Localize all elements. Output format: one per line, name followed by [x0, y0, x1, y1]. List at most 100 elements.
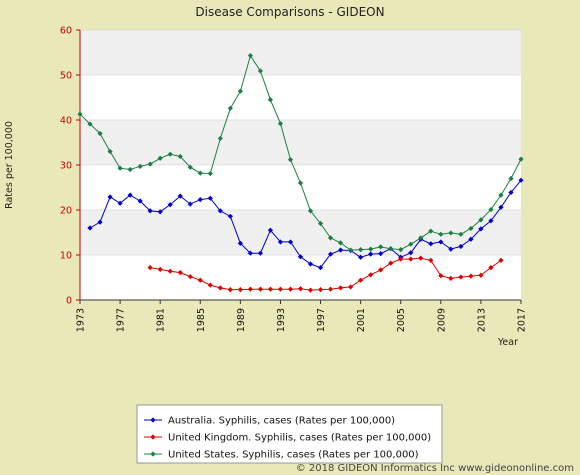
data-point — [157, 209, 163, 215]
data-point — [317, 220, 324, 227]
data-point — [297, 254, 304, 260]
data-point — [137, 163, 143, 169]
grid-band — [80, 30, 521, 75]
data-point — [448, 230, 454, 236]
data-point — [237, 88, 243, 94]
data-point — [388, 260, 394, 266]
data-point — [368, 272, 374, 278]
data-point — [247, 53, 253, 59]
data-point — [237, 287, 243, 293]
data-point — [207, 195, 213, 201]
data-point — [348, 284, 354, 290]
data-point — [488, 206, 494, 213]
x-tick-label: 1981 — [156, 308, 167, 332]
x-tick-label: 1989 — [236, 308, 247, 332]
grid-band — [80, 210, 521, 255]
data-point — [448, 246, 454, 252]
data-point — [167, 202, 173, 208]
data-point — [478, 217, 484, 223]
data-point — [127, 192, 133, 198]
x-tick-label: 2017 — [517, 308, 528, 332]
legend-label: United Kingdom. Syphilis, cases (Rates p… — [168, 433, 431, 444]
data-point — [488, 218, 494, 224]
x-tick-label: 1993 — [276, 308, 287, 332]
legend-label: Australia. Syphilis, cases (Rates per 10… — [168, 416, 395, 427]
data-point — [438, 231, 444, 237]
data-point — [458, 243, 464, 250]
x-tick-labels: 1973 1977 1981 1985 1989 1993 1997 2001 2005 2009… — [76, 300, 528, 332]
y-axis-label: Rates per 100,000 — [4, 121, 15, 209]
legend-item: United Kingdom. Syphilis, cases (Rates p… — [144, 433, 431, 444]
data-point — [277, 239, 284, 245]
data-point — [177, 193, 183, 199]
data-point — [87, 225, 93, 231]
data-point — [197, 277, 203, 283]
data-point — [428, 257, 434, 263]
data-point — [368, 246, 374, 252]
data-point — [337, 247, 344, 253]
legend-item: United States. Syphilis, cases (Rates pe… — [144, 450, 419, 461]
data-point — [257, 250, 264, 256]
data-point — [438, 273, 444, 279]
data-point — [378, 251, 384, 257]
y-tick-label: 60 — [60, 26, 72, 37]
data-point — [77, 111, 83, 117]
x-tick-label: 1977 — [116, 308, 127, 332]
y-tick-label: 10 — [60, 251, 72, 262]
data-point — [217, 285, 223, 291]
y-tick-label: 30 — [60, 161, 72, 172]
data-point — [317, 265, 324, 271]
data-point — [368, 251, 374, 257]
data-point — [127, 166, 133, 173]
data-point — [378, 244, 384, 250]
data-point — [277, 121, 284, 127]
data-point — [107, 194, 113, 200]
data-point — [297, 180, 304, 186]
data-point — [247, 250, 253, 256]
data-point — [197, 170, 203, 176]
data-point — [147, 265, 153, 271]
x-tick-label: 2005 — [396, 308, 407, 332]
data-point — [157, 266, 163, 272]
legend-label: United States. Syphilis, cases (Rates pe… — [168, 450, 419, 461]
x-tick-label: 1973 — [76, 308, 87, 332]
data-point — [307, 208, 314, 214]
data-point — [438, 239, 444, 245]
grid-band — [80, 120, 521, 165]
data-point — [187, 164, 193, 170]
data-point — [478, 272, 484, 278]
data-point — [297, 286, 304, 292]
data-point — [117, 200, 123, 206]
data-point — [267, 286, 274, 292]
data-point — [488, 265, 494, 271]
data-point — [187, 201, 193, 207]
legend-marker — [150, 451, 156, 457]
data-point — [287, 239, 294, 245]
data-point — [327, 286, 334, 292]
data-point — [167, 268, 173, 274]
legend-box — [136, 404, 443, 464]
x-tick-label: 2001 — [356, 308, 367, 332]
data-point — [227, 213, 233, 219]
data-point — [107, 148, 113, 155]
data-point — [348, 247, 354, 253]
data-point — [468, 236, 474, 242]
data-point — [418, 235, 424, 241]
footer-credit: © 2018 GIDEON Informatics Inc www.gideon… — [296, 463, 574, 474]
data-point — [337, 285, 344, 291]
y-tick-label: 20 — [60, 206, 72, 217]
data-point — [327, 251, 334, 257]
y-tick-label: 0 — [66, 296, 72, 307]
data-point — [518, 177, 524, 183]
data-point — [97, 219, 103, 225]
data-point — [287, 286, 294, 292]
data-point — [327, 235, 334, 241]
x-axis-label: Year — [497, 337, 518, 348]
data-point — [498, 192, 504, 198]
data-point — [458, 274, 464, 280]
data-point — [428, 228, 434, 234]
data-point — [358, 247, 364, 253]
data-point — [378, 267, 384, 273]
x-tick-label: 2013 — [476, 308, 487, 332]
